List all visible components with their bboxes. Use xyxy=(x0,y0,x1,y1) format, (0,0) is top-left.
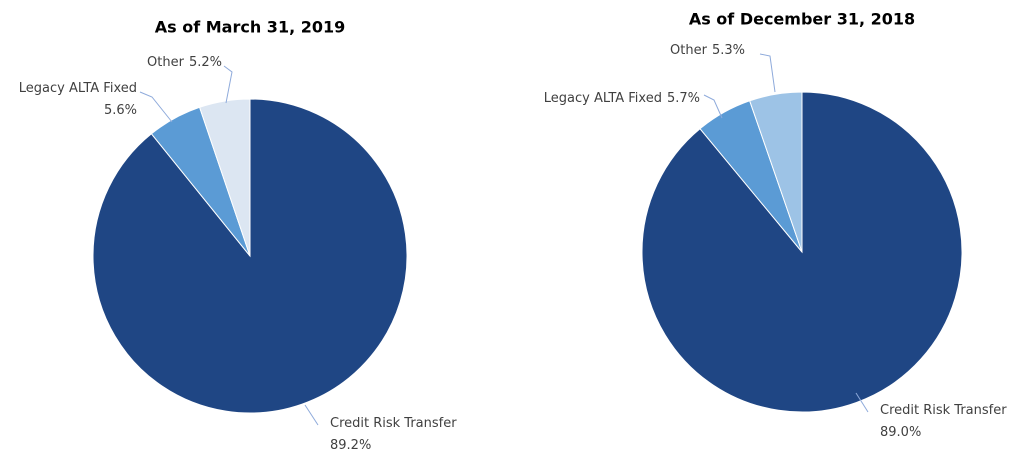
slice-label: 5.6% xyxy=(104,103,137,118)
leader-line xyxy=(223,65,233,104)
value-label: 89.0% xyxy=(880,425,921,440)
slice-label: 89.2% xyxy=(330,438,371,451)
slice-label: Other 5.2% xyxy=(147,55,222,70)
category-label: Other xyxy=(670,43,708,58)
pie-slice xyxy=(749,91,803,253)
leader-line xyxy=(855,392,869,413)
leader-line xyxy=(759,53,776,93)
category-label: Legacy ALTA Fixed xyxy=(19,81,137,96)
category-label: Credit Risk Transfer xyxy=(880,403,1007,418)
category-label: Legacy ALTA Fixed xyxy=(544,91,662,106)
slice-label: Other 5.3% xyxy=(670,43,745,58)
category-label: Other xyxy=(147,55,185,70)
slice-label: Credit Risk Transfer xyxy=(330,416,457,431)
category-label: Credit Risk Transfer xyxy=(330,416,457,431)
value-label: 5.7% xyxy=(667,91,700,106)
value-label: 5.2% xyxy=(189,55,222,70)
slice-label: Legacy ALTA Fixed xyxy=(19,81,137,96)
leader-line xyxy=(304,404,319,426)
value-label: 89.2% xyxy=(330,438,371,451)
leader-line xyxy=(139,91,173,123)
value-label: 5.6% xyxy=(104,103,137,118)
chart-title: As of December 31, 2018 xyxy=(689,10,915,29)
pie-slice xyxy=(198,98,251,257)
leader-line xyxy=(703,94,723,119)
slice-label: Credit Risk Transfer xyxy=(880,403,1007,418)
slice-label: 89.0% xyxy=(880,425,921,440)
chart-title: As of March 31, 2019 xyxy=(155,18,346,37)
value-label: 5.3% xyxy=(712,43,745,58)
slice-label: Legacy ALTA Fixed 5.7% xyxy=(544,91,700,106)
